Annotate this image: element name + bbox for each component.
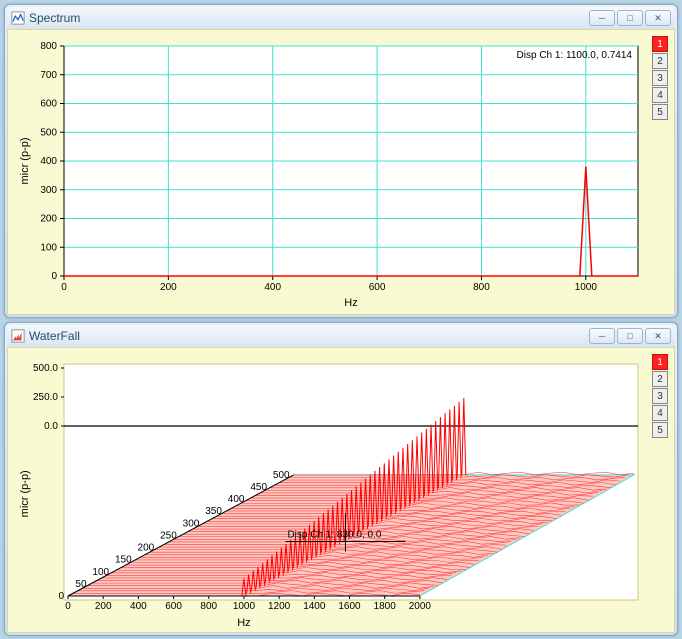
svg-text:500: 500 — [40, 127, 57, 138]
svg-text:250: 250 — [160, 530, 177, 541]
waterfall-app-icon — [11, 329, 25, 343]
channel-tab-3[interactable]: 3 — [652, 70, 668, 86]
svg-text:400: 400 — [264, 282, 281, 293]
svg-text:800: 800 — [200, 601, 217, 612]
svg-text:350: 350 — [205, 506, 222, 517]
svg-text:0.0: 0.0 — [44, 421, 58, 432]
minimize-button[interactable]: ─ — [589, 328, 615, 344]
spectrum-titlebar[interactable]: Spectrum ─ □ ✕ — [7, 7, 675, 29]
waterfall-window-controls: ─ □ ✕ — [589, 328, 671, 344]
maximize-button[interactable]: □ — [617, 328, 643, 344]
maximize-button[interactable]: □ — [617, 10, 643, 26]
channel-tab-2[interactable]: 2 — [652, 53, 668, 69]
channel-tab-5[interactable]: 5 — [652, 104, 668, 120]
svg-text:100: 100 — [92, 567, 109, 578]
svg-text:200: 200 — [95, 601, 112, 612]
svg-text:100: 100 — [40, 242, 57, 253]
svg-text:300: 300 — [40, 185, 57, 196]
svg-text:1600: 1600 — [338, 601, 361, 612]
svg-text:micr (p-p): micr (p-p) — [19, 137, 31, 184]
svg-text:0: 0 — [61, 282, 67, 293]
waterfall-title: WaterFall — [29, 329, 80, 343]
channel-tab-1[interactable]: 1 — [652, 36, 668, 52]
svg-text:600: 600 — [40, 99, 57, 110]
svg-text:500: 500 — [273, 470, 290, 481]
svg-text:1400: 1400 — [303, 601, 326, 612]
svg-text:450: 450 — [250, 482, 267, 493]
svg-text:800: 800 — [473, 282, 490, 293]
svg-text:1000: 1000 — [233, 601, 256, 612]
svg-text:250.0: 250.0 — [33, 392, 58, 403]
svg-text:400: 400 — [40, 156, 57, 167]
svg-text:500.0: 500.0 — [33, 363, 58, 374]
svg-text:0: 0 — [51, 271, 57, 282]
svg-text:400: 400 — [130, 601, 147, 612]
channel-tab-2[interactable]: 2 — [652, 371, 668, 387]
waterfall-chart-area: 0.0250.0500.0050100150200250300350400450… — [7, 347, 675, 633]
spectrum-channel-tabs: 12345 — [652, 36, 668, 308]
waterfall-plot[interactable]: 0.0250.0500.0050100150200250300350400450… — [14, 354, 642, 630]
svg-text:1200: 1200 — [268, 601, 291, 612]
waterfall-titlebar[interactable]: WaterFall ─ □ ✕ — [7, 325, 675, 347]
svg-text:2000: 2000 — [409, 601, 432, 612]
svg-text:200: 200 — [40, 214, 57, 225]
svg-text:700: 700 — [40, 70, 57, 81]
svg-text:200: 200 — [160, 282, 177, 293]
spectrum-plot[interactable]: 0 200 400 600 800 1000 0 100 200 300 400 500 600 700 8… — [14, 36, 642, 312]
channel-tab-5[interactable]: 5 — [652, 422, 668, 438]
spectrum-window-controls: ─ □ ✕ — [589, 10, 671, 26]
svg-text:0: 0 — [58, 591, 64, 602]
spectrum-chart-area: 0 200 400 600 800 1000 0 100 200 300 400 500 600 700 8… — [7, 29, 675, 315]
svg-text:1800: 1800 — [374, 601, 397, 612]
spectrum-window: Spectrum ─ □ ✕ 0 200 400 600 800 1000 0 100 200 3… — [4, 4, 678, 318]
channel-tab-1[interactable]: 1 — [652, 354, 668, 370]
svg-text:800: 800 — [40, 41, 57, 52]
svg-text:150: 150 — [115, 555, 132, 566]
svg-text:Hz: Hz — [344, 297, 357, 309]
minimize-button[interactable]: ─ — [589, 10, 615, 26]
spectrum-app-icon — [11, 11, 25, 25]
svg-text:600: 600 — [165, 601, 182, 612]
svg-text:micr (p-p): micr (p-p) — [19, 470, 31, 517]
channel-tab-4[interactable]: 4 — [652, 87, 668, 103]
close-button[interactable]: ✕ — [645, 328, 671, 344]
svg-text:Hz: Hz — [237, 617, 250, 629]
close-button[interactable]: ✕ — [645, 10, 671, 26]
svg-text:1000: 1000 — [575, 282, 598, 293]
svg-text:300: 300 — [183, 518, 200, 529]
channel-tab-3[interactable]: 3 — [652, 388, 668, 404]
waterfall-window: WaterFall ─ □ ✕ 0.0250.0500.005010015020… — [4, 322, 678, 636]
channel-tab-4[interactable]: 4 — [652, 405, 668, 421]
svg-text:Disp Ch 1: 830.0, 0.0: Disp Ch 1: 830.0, 0.0 — [287, 530, 381, 541]
svg-text:0: 0 — [65, 601, 71, 612]
spectrum-title: Spectrum — [29, 11, 80, 25]
svg-text:600: 600 — [369, 282, 386, 293]
svg-text:Disp Ch 1: 1100.0, 0.7414: Disp Ch 1: 1100.0, 0.7414 — [517, 50, 633, 61]
waterfall-channel-tabs: 12345 — [652, 354, 668, 626]
